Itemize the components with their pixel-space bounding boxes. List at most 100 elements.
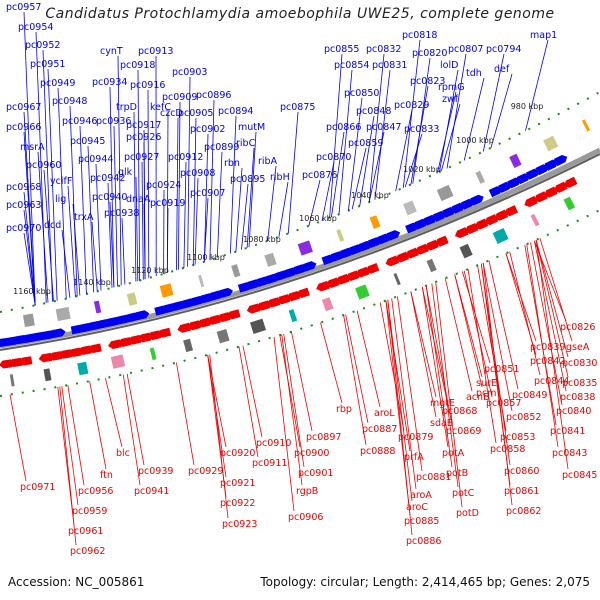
reverse-gene-arrow (137, 332, 152, 343)
reverse-leader-line (291, 331, 313, 432)
forward-leader-line (235, 167, 243, 252)
forward-leader-line (121, 217, 126, 285)
forward-leader-line (133, 111, 137, 282)
forward-gene-label: pc0908 (180, 168, 215, 179)
forward-leader-line (137, 69, 140, 281)
forward-gene-label: lolD (440, 60, 458, 71)
forward-leader-line (412, 57, 431, 184)
reverse-gene-label: potB (446, 468, 468, 479)
forward-leader-line (209, 99, 215, 261)
forward-leader-line (42, 49, 53, 302)
forward-gene-label: pc0859 (348, 138, 383, 149)
reverse-gene-label: pc0860 (504, 466, 539, 477)
kbp-tick-label: 1040 kbp (351, 191, 389, 200)
forward-gene-arrow (470, 194, 484, 206)
reverse-leader-line (122, 374, 141, 486)
forward-gene-label: lig (55, 194, 66, 205)
reverse-gene-label: mgtE (430, 398, 455, 409)
reverse-gene-arrow (117, 337, 132, 347)
reverse-leader-line (387, 299, 413, 536)
reverse-gene-label: pc0835 (562, 378, 597, 389)
forward-leader-line (187, 76, 191, 267)
reverse-gene-arrow (246, 303, 261, 314)
reverse-gene-label: pc0862 (506, 506, 541, 517)
forward-gene-label: pc0942 (90, 173, 125, 184)
reverse-gene-arrow (266, 297, 281, 308)
forward-leader-line (176, 117, 179, 271)
reverse-leader-line (530, 242, 563, 406)
reverse-gene-label: pc0845 (562, 470, 597, 481)
reverse-gene-label: gseA (566, 342, 590, 353)
reverse-leader-line (397, 296, 423, 472)
forward-leader-line (87, 145, 95, 293)
forward-gene-label: pc0875 (280, 102, 315, 113)
reverse-gene-label: pc0851 (484, 364, 519, 375)
reverse-gene-label: pc0842 (530, 356, 565, 367)
reverse-gene-label: pc0849 (512, 390, 547, 401)
gene-feature-block (563, 196, 576, 211)
forward-gene-label: mutM (238, 122, 265, 133)
forward-gene-label: pc0949 (40, 78, 75, 89)
forward-gene-arrow (442, 206, 456, 218)
gene-feature-block (22, 313, 35, 328)
forward-leader-line (267, 165, 277, 241)
gene-feature-block (336, 229, 345, 242)
reverse-gene-arrow (296, 287, 310, 299)
forward-gene-arrow (525, 168, 540, 180)
forward-gene-label: pc0823 (410, 76, 445, 87)
forward-leader-line (135, 176, 139, 282)
reverse-gene-label: rbp (336, 404, 352, 415)
forward-leader-line (248, 131, 257, 248)
reverse-gene-label: pc0962 (70, 546, 105, 557)
forward-leader-line (61, 229, 71, 298)
forward-leader-line (35, 31, 47, 304)
forward-leader-line (410, 85, 429, 185)
reverse-leader-line (391, 298, 417, 490)
forward-gene-arrow (302, 261, 317, 272)
forward-gene-arrow (488, 186, 503, 198)
reverse-gene-arrow (454, 227, 469, 239)
gene-feature-block (110, 354, 126, 369)
reverse-gene-arrow (108, 339, 122, 350)
forward-gene-label: map1 (530, 30, 557, 41)
forward-gene-arrow (377, 233, 391, 245)
forward-leader-line (437, 91, 457, 173)
reverse-gene-arrow (504, 205, 519, 217)
reverse-gene-label: pc0826 (560, 322, 595, 333)
reverse-gene-arrow (415, 243, 429, 255)
reverse-gene-arrow (147, 330, 162, 341)
reverse-gene-label: pc0886 (406, 536, 441, 547)
reverse-leader-line (105, 378, 123, 448)
reverse-gene-label: pc0881 (416, 472, 451, 483)
forward-leader-line (166, 207, 169, 273)
kbp-tick-label: 1020 kbp (403, 165, 441, 174)
forward-leader-line (23, 232, 36, 306)
forward-gene-label: pc0820 (412, 48, 447, 59)
reverse-leader-line (488, 260, 519, 390)
forward-leader-line (47, 68, 58, 301)
reverse-gene-label: pc0840 (556, 406, 591, 417)
gene-feature-block (436, 184, 454, 202)
reverse-gene-label: pc0971 (20, 482, 55, 493)
forward-gene-label: cynT (100, 46, 123, 57)
reverse-leader-line (279, 335, 301, 448)
reverse-gene-label: aroL (374, 408, 395, 419)
forward-leader-line (147, 89, 150, 279)
forward-gene-label: pc0967 (6, 102, 41, 113)
forward-gene-label: pc0902 (190, 124, 225, 135)
forward-leader-line (79, 125, 87, 295)
summary-label: Topology: circular; Length: 2,414,465 bp… (260, 575, 590, 589)
reverse-gene-arrow (226, 309, 241, 320)
reverse-leader-line (89, 381, 107, 470)
reverse-gene-arrow (8, 357, 23, 368)
forward-gene-label: pc0945 (70, 136, 105, 147)
reverse-leader-line (425, 285, 453, 426)
gene-feature-block (249, 318, 267, 334)
forward-leader-line (439, 69, 459, 172)
forward-gene-arrow (544, 159, 558, 171)
reverse-gene-label: pc0910 (256, 438, 291, 449)
gene-feature-block (426, 258, 437, 273)
reverse-gene-arrow (405, 247, 419, 259)
reverse-gene-arrow (395, 251, 410, 263)
forward-leader-line (348, 97, 363, 211)
